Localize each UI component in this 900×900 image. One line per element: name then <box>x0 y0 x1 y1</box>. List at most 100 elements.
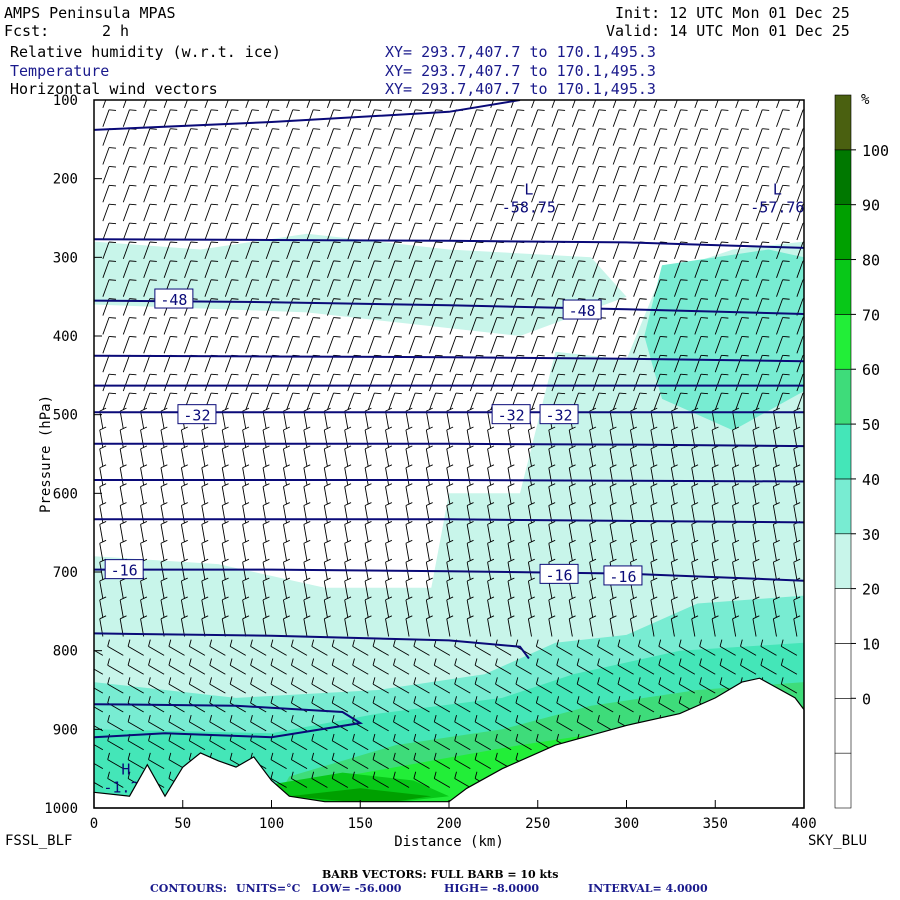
wind-barb-1152 <box>735 184 749 203</box>
contour-label-7: -16 <box>609 568 636 586</box>
field-xy-rh: XY= 293.7,407.7 to 170.1,495.3 <box>385 43 656 61</box>
wind-barb-305 <box>265 260 280 278</box>
wind-barb-137 <box>160 577 168 599</box>
wind-barb-1065 <box>658 639 675 656</box>
colorbar-label-10: 100 <box>862 142 889 160</box>
contour-label-0: -48 <box>160 291 187 309</box>
wind-barb-965 <box>633 147 647 165</box>
wind-barb-637 <box>449 241 464 260</box>
wind-barb-1222 <box>776 109 790 127</box>
wind-barb-1223 <box>776 128 790 146</box>
wind-barb-304 <box>265 241 280 260</box>
wind-barb-712 <box>490 260 504 278</box>
wind-barb-953 <box>609 615 617 637</box>
wind-barb-1199 <box>755 373 770 392</box>
contour-label-3: -32 <box>498 407 525 425</box>
wind-barb-255 <box>209 715 226 732</box>
wind-barb-492 <box>367 298 382 316</box>
wind-barb-807 <box>515 658 532 675</box>
wind-barb-245 <box>221 521 229 543</box>
wind-barb-409 <box>326 128 341 146</box>
wind-barb-1172 <box>732 558 740 580</box>
wind-barb-229 <box>224 222 239 241</box>
wind-barb-1190 <box>755 203 770 222</box>
wind-barb-1286 <box>793 615 801 637</box>
wind-barb-871 <box>568 464 576 486</box>
wind-barb-237 <box>224 373 239 392</box>
wind-barb-334 <box>286 109 300 127</box>
colorbar-label-6: 60 <box>862 361 880 379</box>
wind-barb-678 <box>469 317 484 335</box>
wind-barb-816 <box>551 128 566 146</box>
wind-barb-1288 <box>780 658 798 675</box>
wind-barb-253 <box>209 677 226 694</box>
wind-barb-472 <box>344 615 352 637</box>
wind-barb-68 <box>107 677 124 694</box>
wind-barb-546 <box>385 615 393 637</box>
wind-barb-375 <box>306 184 321 203</box>
wind-barb-249 <box>221 596 229 618</box>
wind-barb-456 <box>347 317 361 335</box>
wind-barb-802 <box>527 558 535 580</box>
wind-barb-50 <box>122 335 137 354</box>
wind-barb-772 <box>495 696 512 713</box>
wind-barb-926 <box>612 109 627 127</box>
wind-barb-1068 <box>658 696 675 713</box>
wind-barb-1080 <box>694 222 709 241</box>
wind-barb-343 <box>286 279 300 297</box>
wind-barb-473 <box>331 639 349 656</box>
wind-barb-1066 <box>658 658 675 675</box>
wind-barb-86 <box>143 317 157 335</box>
wind-barb-0 <box>102 100 107 109</box>
wind-barb-866 <box>571 373 586 392</box>
wind-barb-4 <box>102 166 117 184</box>
wind-barb-767 <box>507 596 515 618</box>
wind-barb-232 <box>224 279 239 297</box>
wind-barb-956 <box>597 677 614 694</box>
wind-barb-955 <box>597 658 614 675</box>
wind-barb-73 <box>107 771 124 788</box>
wind-barb-1132 <box>711 502 719 524</box>
wind-barb-98 <box>140 539 148 562</box>
wind-barb-1266 <box>796 241 804 260</box>
wind-barb-83 <box>143 260 157 278</box>
wind-barb-1124 <box>714 354 729 373</box>
temperature-contour-32 <box>94 442 804 448</box>
wind-barb-358 <box>283 558 290 580</box>
wind-barb-501 <box>364 464 372 486</box>
wind-barb-67 <box>107 658 124 675</box>
wind-barb-661 <box>433 696 451 713</box>
wind-barb-740 <box>510 100 515 109</box>
wind-barb-125 <box>163 354 178 373</box>
wind-barb-564 <box>408 260 423 278</box>
wind-barb-1272 <box>796 354 804 373</box>
wind-barb-966 <box>633 166 647 184</box>
wind-barb-747 <box>510 222 525 241</box>
wind-barb-569 <box>408 354 423 373</box>
wind-barb-780 <box>531 147 545 165</box>
wind-barb-167 <box>180 445 188 467</box>
wind-barb-804 <box>527 596 535 618</box>
wind-barb-117 <box>163 203 178 222</box>
wind-barb-309 <box>265 335 280 354</box>
wind-barb-333 <box>286 100 290 109</box>
wind-barb-596 <box>429 166 443 184</box>
wind-barb-645 <box>449 392 464 411</box>
wind-barb-230 <box>224 241 239 260</box>
wind-barb-97 <box>140 521 148 543</box>
wind-barb-241 <box>221 445 229 467</box>
wind-barb-289 <box>229 658 246 675</box>
wind-barb-1084 <box>694 298 709 316</box>
wind-barb-520 <box>388 128 402 146</box>
wind-barb-1201 <box>752 407 760 429</box>
wind-barb-977 <box>633 373 647 392</box>
wind-barb-1063 <box>670 596 678 618</box>
wind-barb-1039 <box>674 147 688 165</box>
wind-barb-162 <box>184 354 198 373</box>
wind-barb-516 <box>352 752 369 770</box>
wind-barb-49 <box>122 317 137 335</box>
wind-barb-1129 <box>711 445 719 467</box>
wind-barb-44 <box>122 222 137 241</box>
wind-barb-1037 <box>674 109 688 127</box>
wind-barb-458 <box>347 354 361 373</box>
